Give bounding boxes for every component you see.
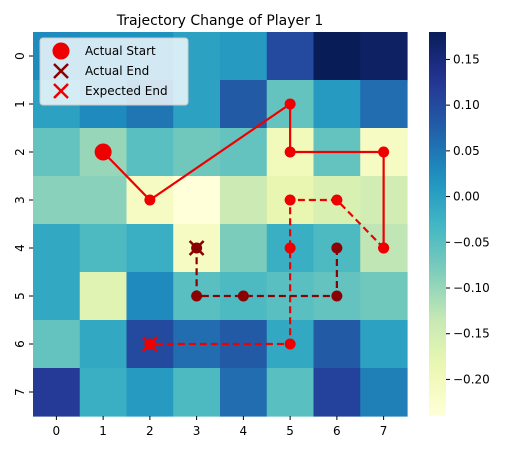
- legend-x-icon: [53, 63, 69, 79]
- colorbar-tick-label: −0.15: [453, 327, 490, 341]
- heatmap-cell: [33, 176, 81, 225]
- trajectory-paths: [94, 98, 390, 352]
- y-tick-label: 7: [13, 388, 27, 396]
- colorbar-gradient: [429, 32, 446, 416]
- legend-circle-icon: [52, 42, 70, 60]
- y-tick-label: 4: [13, 244, 27, 252]
- expected-end-marker: [141, 336, 158, 352]
- heatmap-cell: [220, 224, 268, 273]
- actual-path-point: [378, 146, 390, 158]
- x-tick-label: 6: [333, 424, 341, 438]
- heatmap-cell: [360, 32, 408, 81]
- heatmap-cell: [220, 32, 268, 81]
- x-tick-label: 7: [380, 424, 388, 438]
- heatmap-cell: [33, 224, 81, 273]
- y-tick-label: 5: [13, 292, 27, 300]
- legend-box: [39, 37, 189, 106]
- actual-path-point: [144, 194, 156, 206]
- x-tick-label: 5: [286, 424, 294, 438]
- y-tick-label: 6: [13, 340, 27, 348]
- colorbar-tick-label: 0.00: [453, 190, 480, 204]
- expected-path-point: [284, 242, 296, 254]
- heatmap-cell: [79, 176, 128, 225]
- heatmap-cell: [79, 320, 128, 369]
- colorbar-tick-label: −0.20: [453, 372, 490, 386]
- x-tick-label: 2: [146, 424, 154, 438]
- expected-path-point: [331, 194, 343, 206]
- heatmap-cell: [33, 128, 81, 177]
- heatmap-cell: [126, 128, 174, 177]
- actual-path: [102, 102, 385, 248]
- colorbar-tick-label: 0.05: [453, 144, 480, 158]
- heatmap-cell: [360, 320, 408, 369]
- x-tick-label: 0: [53, 424, 61, 438]
- legend: Actual Start Actual End Expected End: [39, 37, 189, 106]
- actual-end-path-point: [191, 290, 203, 302]
- heatmap-cell: [313, 80, 361, 129]
- actual-end-path-point: [331, 290, 343, 302]
- actual-end-path: [195, 248, 338, 298]
- heatmap-cell: [266, 32, 315, 81]
- colorbar-tick-label: 0.15: [453, 52, 480, 66]
- actual-end-path-point: [237, 290, 249, 302]
- chart-title: Trajectory Change of Player 1: [116, 13, 324, 29]
- actual-start-marker: [94, 143, 112, 161]
- heatmap-cell: [33, 272, 81, 321]
- actual-path-point: [284, 98, 296, 110]
- heatmap-cell: [220, 80, 268, 129]
- colorbar-tick-label: −0.10: [453, 281, 490, 295]
- x-tick-label: 3: [193, 424, 201, 438]
- legend-x-icon: [53, 83, 69, 99]
- actual-path-point: [284, 146, 296, 158]
- heatmap-cell: [79, 368, 128, 417]
- heatmap-cell: [33, 320, 81, 369]
- legend-label: Actual Start: [85, 44, 156, 58]
- heatmap-axes: 0 1 2 3 4 5 6 7 0 1 2 3 4 5 6 7: [13, 52, 387, 438]
- heatmap-cell: [173, 368, 221, 417]
- expected-path-point: [284, 338, 296, 350]
- actual-end-path-point: [331, 242, 343, 254]
- heatmap-cell: [360, 272, 408, 321]
- heatmap-cell: [313, 32, 361, 81]
- heatmap-cell: [360, 80, 408, 129]
- heatmap-cell: [313, 368, 361, 417]
- heatmap-cell: [126, 224, 174, 273]
- heatmap-cell: [360, 368, 408, 417]
- heatmap-cell: [313, 320, 361, 369]
- legend-label: Actual End: [85, 64, 149, 78]
- heatmap-cell: [126, 368, 174, 417]
- colorbar-tick-label: −0.05: [453, 235, 490, 249]
- heatmap-cell: [79, 272, 128, 321]
- heatmap-cell: [220, 368, 268, 417]
- legend-label: Expected End: [85, 84, 168, 98]
- colorbar: 0.15 0.10 0.05 0.00 −0.05 −0.10 −0.15 −0.20: [429, 32, 490, 416]
- heatmap-cell: [173, 176, 221, 225]
- expected-path: [149, 198, 385, 346]
- heatmap-cell: [33, 368, 81, 417]
- heatmap-cell: [173, 128, 221, 177]
- y-tick-label: 0: [13, 52, 27, 60]
- x-tick-label: 4: [240, 424, 248, 438]
- heatmap-cell: [126, 272, 174, 321]
- x-tick-label: 1: [99, 424, 107, 438]
- heatmap-cell: [79, 224, 128, 273]
- expected-path-point: [284, 194, 296, 206]
- colorbar-tick-label: 0.10: [453, 98, 480, 112]
- heatmap-cell: [266, 368, 315, 417]
- expected-path-point: [378, 242, 390, 254]
- heatmap-cells: [33, 32, 408, 417]
- y-tick-label: 3: [13, 196, 27, 204]
- y-tick-label: 2: [13, 148, 27, 156]
- y-tick-label: 1: [13, 100, 27, 108]
- heatmap-cell: [220, 176, 268, 225]
- actual-end-marker: [188, 240, 205, 256]
